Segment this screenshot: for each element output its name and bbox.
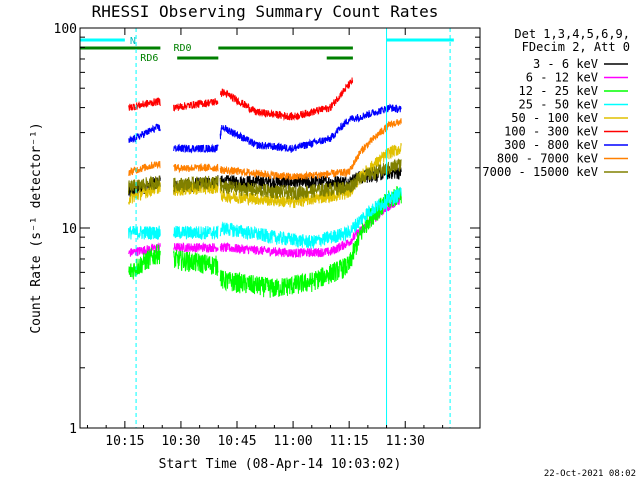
series-line-100-300-kev <box>128 77 354 122</box>
x-axis-label: Start Time (08-Apr-14 10:03:02) <box>159 457 402 472</box>
legend-entry-label: 50 - 100 keV <box>511 111 598 125</box>
series-line-6-12-kev <box>128 194 402 258</box>
y-tick-label: 10 <box>61 222 77 237</box>
x-tick-label: 11:15 <box>330 434 369 449</box>
series-layer <box>128 77 402 298</box>
legend-header-line-2: FDecim 2, Att 0 <box>522 40 630 54</box>
axes-layer: 10:15 10:30 10:45 11:00 11:15 11:30 1 10 100 <box>54 22 480 449</box>
legend: Det 1,3,4,5,6,9, FDecim 2, Att 0 3 - 6 k… <box>482 27 630 179</box>
y-tick-label: 100 <box>54 22 77 37</box>
series-line-800-7000-kev <box>128 118 402 181</box>
y-tick-label: 1 <box>69 422 77 437</box>
series-line-7000-15000-kev <box>128 158 402 201</box>
plot-frame <box>79 27 481 429</box>
legend-entry-label: 6 - 12 keV <box>526 71 598 85</box>
legend-entry-label: 7000 - 15000 keV <box>482 165 598 179</box>
flag-label-n: N <box>130 36 136 47</box>
legend-entry-label: 12 - 25 keV <box>519 84 598 98</box>
flags-layer: N RD0 RD6 <box>80 36 454 64</box>
series-line-25-50-kev <box>128 186 402 249</box>
y-axis-label: Count Rate (s⁻¹ detector⁻¹) <box>29 122 44 333</box>
series-line-12-25-kev <box>128 186 402 298</box>
x-tick-label: 11:00 <box>274 434 313 449</box>
x-tick-label: 11:30 <box>386 434 425 449</box>
series-line-300-800-kev <box>128 103 402 154</box>
x-tick-label: 10:15 <box>105 434 144 449</box>
footer-date: 22-Oct-2021 08:02 <box>544 469 636 479</box>
legend-header-line-1: Det 1,3,4,5,6,9, <box>514 27 630 41</box>
chart-title: RHESSI Observing Summary Count Rates <box>92 2 439 21</box>
flag-label-rd0: RD0 <box>173 43 191 54</box>
x-tick-label: 10:30 <box>161 434 200 449</box>
legend-entry-label: 300 - 800 keV <box>504 138 598 152</box>
legend-entry-label: 800 - 7000 keV <box>497 152 598 166</box>
flag-label-rd6: RD6 <box>140 53 158 64</box>
legend-entry-label: 25 - 50 keV <box>519 98 598 112</box>
x-tick-label: 10:45 <box>217 434 256 449</box>
legend-entry-label: 3 - 6 keV <box>533 57 598 71</box>
legend-entry-label: 100 - 300 keV <box>504 125 598 139</box>
